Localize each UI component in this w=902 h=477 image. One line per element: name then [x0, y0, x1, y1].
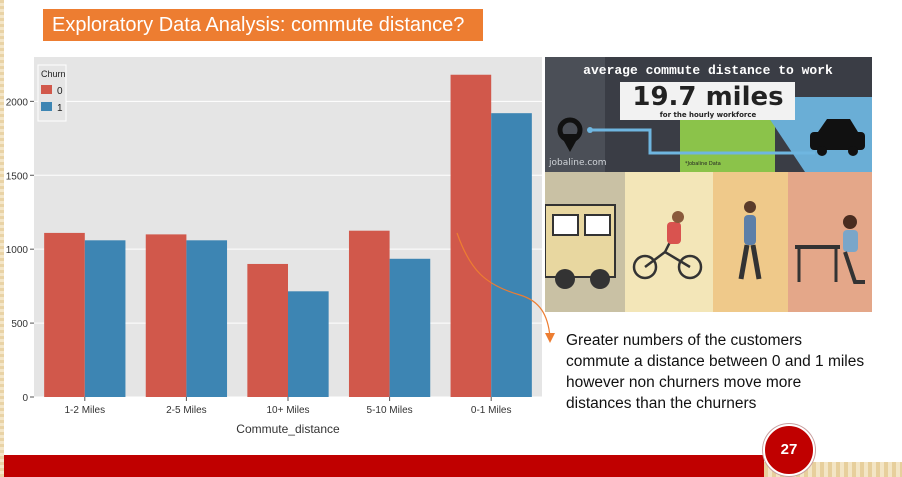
commute-infographic: average commute distance to work 19.7 mi… [545, 57, 872, 312]
footer-bar [4, 455, 764, 477]
legend-title: Churn [41, 69, 66, 79]
y-tick-label: 500 [11, 319, 28, 330]
bar-churn-1-1-2-miles [84, 240, 126, 397]
bar-churn-0-5-10-miles [348, 230, 390, 397]
bar-churn-0-1-2-miles [44, 232, 85, 397]
bar-churn-1-10-miles [288, 291, 329, 397]
annotation-arrow [456, 232, 555, 343]
legend-swatch-1 [41, 102, 52, 111]
y-tick-label: 1500 [6, 171, 29, 182]
slide-title: Exploratory Data Analysis: commute dista… [43, 9, 483, 41]
left-border-texture [0, 0, 4, 477]
y-tick-label: 1000 [6, 245, 29, 256]
bar-churn-1-0-1-miles [491, 113, 532, 397]
x-tick-label: 5-10 Miles [367, 405, 413, 416]
bar-churn-1-2-5-miles [186, 240, 228, 397]
legend-swatch-0 [41, 85, 52, 94]
y-tick-label: 0 [22, 393, 28, 404]
infographic-source: jobaline.com [548, 158, 607, 168]
annotation-text: Greater numbers of the customers commute… [566, 332, 865, 412]
x-tick-label: 10+ Miles [266, 405, 309, 416]
bar-churn-1-5-10-miles [389, 258, 431, 397]
map-pin-icon [557, 117, 583, 152]
x-tick-label: 2-5 Miles [166, 405, 207, 416]
legend-label-0: 0 [57, 86, 63, 97]
x-tick-label: 0-1 Miles [471, 405, 512, 416]
bar-churn-0-0-1-miles [450, 74, 492, 397]
bar-churn-0-2-5-miles [145, 234, 187, 397]
desk-worker-icon [795, 215, 865, 284]
car-icon [810, 119, 865, 156]
x-axis-label: Commute_distance [236, 422, 340, 436]
walker-icon [738, 201, 762, 280]
truck-icon [545, 204, 616, 289]
infographic-value: 19.7 miles [632, 82, 783, 112]
bar-churn-0-10-miles [247, 263, 288, 397]
page-number-badge: 27 [763, 424, 815, 476]
infographic-subline: for the hourly workforce [660, 111, 757, 119]
infographic-headline: average commute distance to work [583, 63, 833, 78]
cyclist-icon [632, 211, 703, 280]
infographic-source-note: *Jobaline Data [685, 161, 721, 167]
y-tick-label: 2000 [6, 97, 29, 108]
bar-chart-svg: 0 500 1000 1500 2000 1-2 Miles 2-5 Miles 10+ Mi… [6, 57, 542, 436]
x-tick-label: 1-2 Miles [65, 405, 106, 416]
legend-label-1: 1 [57, 103, 63, 114]
bar-chart: 0 500 1000 1500 2000 1-2 Miles 2-5 Miles 10+ Mi… [0, 55, 545, 450]
